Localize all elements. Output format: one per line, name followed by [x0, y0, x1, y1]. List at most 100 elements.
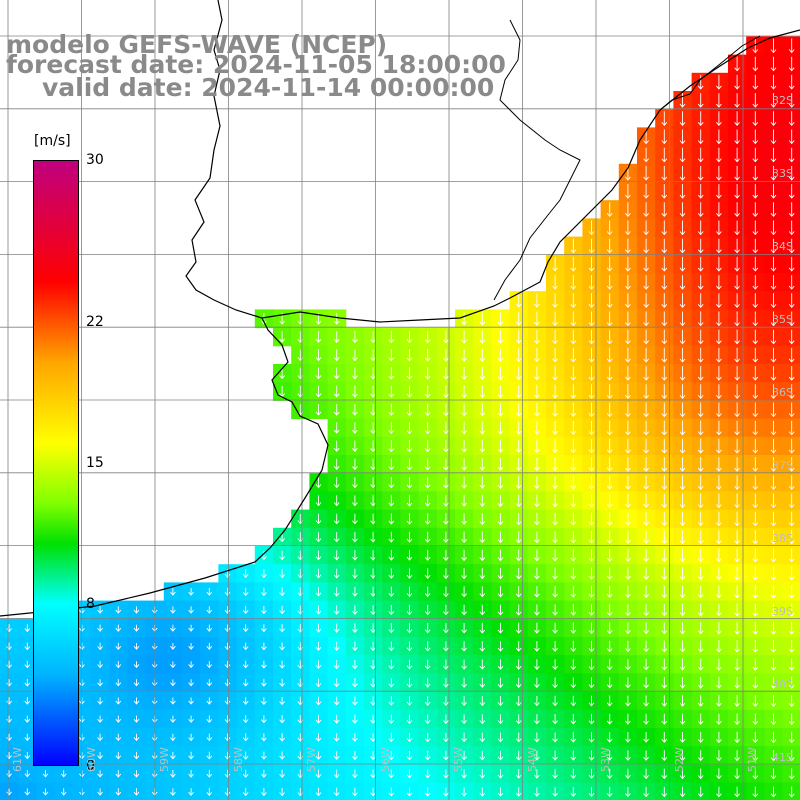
- wind-arrow: [497, 385, 504, 399]
- wind-arrow: [716, 511, 722, 527]
- wind-arrow: [770, 329, 777, 345]
- colorbar-tick-label: 8: [86, 596, 95, 613]
- wind-arrow: [24, 752, 31, 760]
- wind-arrow: [133, 697, 140, 705]
- wind-arrow: [734, 475, 740, 491]
- wind-arrow: [552, 275, 558, 290]
- wind-arrow: [370, 513, 376, 525]
- wind-arrow: [570, 714, 577, 725]
- wind-arrow: [424, 403, 431, 417]
- wind-arrow: [133, 733, 140, 742]
- wind-arrow: [461, 750, 467, 761]
- wind-arrow: [734, 402, 740, 418]
- wind-arrow: [734, 420, 740, 436]
- wind-arrow: [333, 714, 340, 724]
- model-title: modelo GEFS-WAVE (NCEP): [6, 30, 388, 59]
- wind-arrow: [224, 751, 231, 760]
- wind-arrow: [24, 715, 31, 723]
- wind-arrow: [679, 93, 686, 108]
- wind-arrow: [479, 604, 486, 616]
- wind-arrow: [570, 384, 577, 399]
- wind-arrow: [115, 733, 122, 742]
- wind-arrow: [643, 732, 649, 743]
- wind-arrow: [515, 330, 522, 344]
- wind-arrow: [716, 438, 722, 454]
- wind-arrow: [606, 530, 613, 544]
- wind-arrow: [697, 603, 704, 617]
- wind-arrow: [352, 532, 358, 543]
- wind-arrow: [734, 731, 740, 744]
- wind-arrow: [333, 422, 340, 434]
- wind-arrow: [770, 603, 777, 617]
- wind-arrow: [333, 587, 340, 597]
- wind-arrow: [242, 587, 249, 597]
- wind-arrow: [697, 275, 704, 290]
- wind-arrow: [115, 770, 122, 778]
- wind-arrow: [661, 603, 668, 617]
- wind-arrow: [388, 330, 395, 344]
- wind-arrow: [97, 661, 103, 669]
- wind-arrow: [333, 660, 340, 670]
- wind-arrow: [352, 495, 358, 507]
- wind-arrow: [406, 513, 413, 525]
- wind-arrow: [461, 367, 467, 380]
- wind-arrow: [552, 476, 558, 490]
- wind-arrow: [752, 676, 759, 689]
- wind-arrow: [770, 275, 777, 290]
- wind-arrow: [170, 733, 176, 742]
- wind-arrow: [497, 403, 504, 417]
- wind-arrow: [570, 475, 577, 490]
- wind-arrow: [606, 202, 613, 218]
- wind-arrow: [315, 477, 322, 489]
- wind-arrow: [370, 751, 376, 761]
- wind-arrow: [588, 567, 595, 580]
- wind-arrow: [643, 366, 649, 381]
- wind-arrow: [606, 220, 613, 236]
- wind-arrow: [625, 347, 631, 363]
- wind-arrow: [661, 713, 668, 725]
- wind-arrow: [643, 512, 649, 526]
- valid-date: valid date: 2024-11-14 00:00:00: [42, 73, 495, 102]
- wind-arrow: [515, 366, 522, 381]
- wind-arrow: [279, 660, 285, 669]
- wind-arrow: [406, 330, 413, 344]
- wind-arrow: [170, 788, 176, 796]
- wind-arrow: [315, 513, 322, 525]
- wind-arrow: [570, 695, 577, 707]
- wind-arrow: [315, 751, 322, 760]
- wind-arrow: [333, 312, 340, 325]
- wind-arrow: [788, 511, 795, 527]
- wind-arrow: [716, 768, 722, 780]
- wind-arrow: [461, 604, 467, 616]
- wind-arrow: [734, 56, 740, 72]
- wind-arrow: [479, 531, 486, 544]
- wind-arrow: [716, 713, 722, 725]
- wind-arrow: [752, 530, 759, 545]
- wind-arrow: [261, 587, 267, 597]
- wind-arrow: [643, 275, 649, 290]
- wind-arrow: [424, 751, 431, 761]
- wind-arrow: [788, 713, 795, 726]
- wind-arrow: [315, 404, 322, 416]
- wind-arrow: [643, 329, 649, 345]
- wind-arrow: [625, 493, 631, 508]
- wind-arrow: [606, 494, 613, 508]
- wind-arrow: [242, 606, 249, 615]
- wind-arrow: [370, 385, 376, 398]
- wind-arrow: [497, 330, 504, 344]
- wind-arrow: [788, 438, 795, 454]
- wind-arrow: [333, 404, 340, 416]
- wind-arrow: [406, 751, 413, 761]
- wind-arrow: [752, 420, 759, 436]
- wind-arrow: [534, 787, 540, 797]
- wind-arrow: [279, 678, 285, 687]
- wind-arrow: [497, 622, 504, 634]
- wind-arrow: [242, 624, 249, 633]
- wind-arrow: [697, 93, 704, 108]
- wind-arrow: [515, 531, 522, 544]
- wind-arrow: [661, 202, 668, 218]
- wind-arrow: [461, 385, 467, 399]
- wind-arrow: [697, 548, 704, 563]
- wind-arrow: [224, 679, 231, 687]
- wind-arrow: [716, 74, 722, 90]
